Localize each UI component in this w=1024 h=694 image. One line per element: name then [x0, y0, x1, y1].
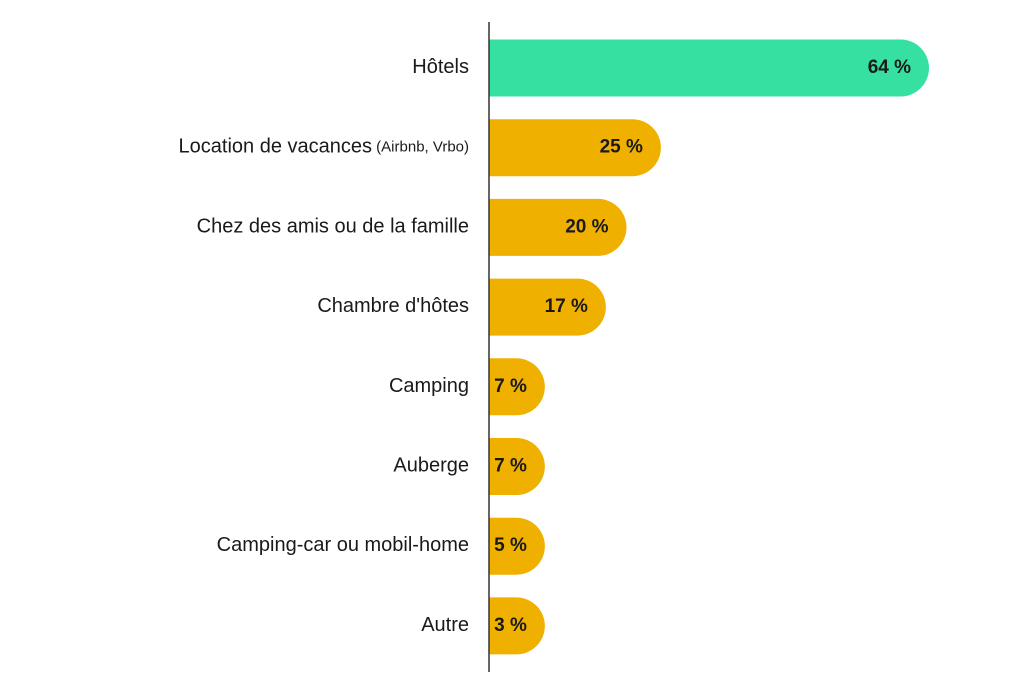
value-label: 64 % — [868, 57, 911, 78]
category-label: Camping-car ou mobil-home — [217, 534, 469, 556]
bars-layer — [489, 39, 929, 655]
category-label: Chez des amis ou de la famille — [197, 216, 469, 238]
category-label-main: Chambre d'hôtes — [317, 295, 469, 317]
category-label: Chambre d'hôtes — [317, 295, 469, 317]
category-label: Location de vacances (Airbnb, Vrbo) — [179, 136, 469, 158]
value-label: 20 % — [565, 216, 608, 237]
bar-2 — [489, 119, 661, 177]
category-label-sub: (Airbnb, Vrbo) — [372, 139, 469, 156]
bar-8 — [489, 597, 545, 655]
category-label-main: Chez des amis ou de la famille — [197, 216, 469, 238]
value-labels-layer: 64 % 25 % 20 % 17 % 7 % 7 % 5 % 3 % — [494, 57, 911, 636]
bar-5 — [489, 358, 545, 416]
value-label: 17 % — [545, 296, 588, 317]
value-label: 5 % — [494, 535, 527, 556]
category-label-main: Auberge — [393, 455, 469, 477]
category-label: Auberge — [393, 455, 469, 477]
category-label-main: Camping-car ou mobil-home — [217, 534, 469, 556]
value-label: 3 % — [494, 615, 527, 636]
category-label-main: Hôtels — [412, 56, 469, 78]
category-labels-layer: Hôtels Location de vacances (Airbnb, Vrbo… — [179, 56, 469, 636]
bar-4 — [489, 278, 606, 336]
bar-7 — [489, 517, 545, 575]
value-label: 25 % — [600, 137, 643, 158]
category-label-main: Autre — [421, 614, 469, 636]
bar-3 — [489, 198, 627, 256]
value-label: 7 % — [494, 456, 527, 477]
category-label: Autre — [421, 614, 469, 636]
category-label: Camping — [389, 375, 469, 397]
value-label: 7 % — [494, 376, 527, 397]
category-label: Hôtels — [412, 56, 469, 78]
category-label-main: Location de vacances — [179, 136, 372, 158]
bar-6 — [489, 438, 545, 495]
category-label-main: Camping — [389, 375, 469, 397]
bar-1 — [489, 39, 929, 97]
